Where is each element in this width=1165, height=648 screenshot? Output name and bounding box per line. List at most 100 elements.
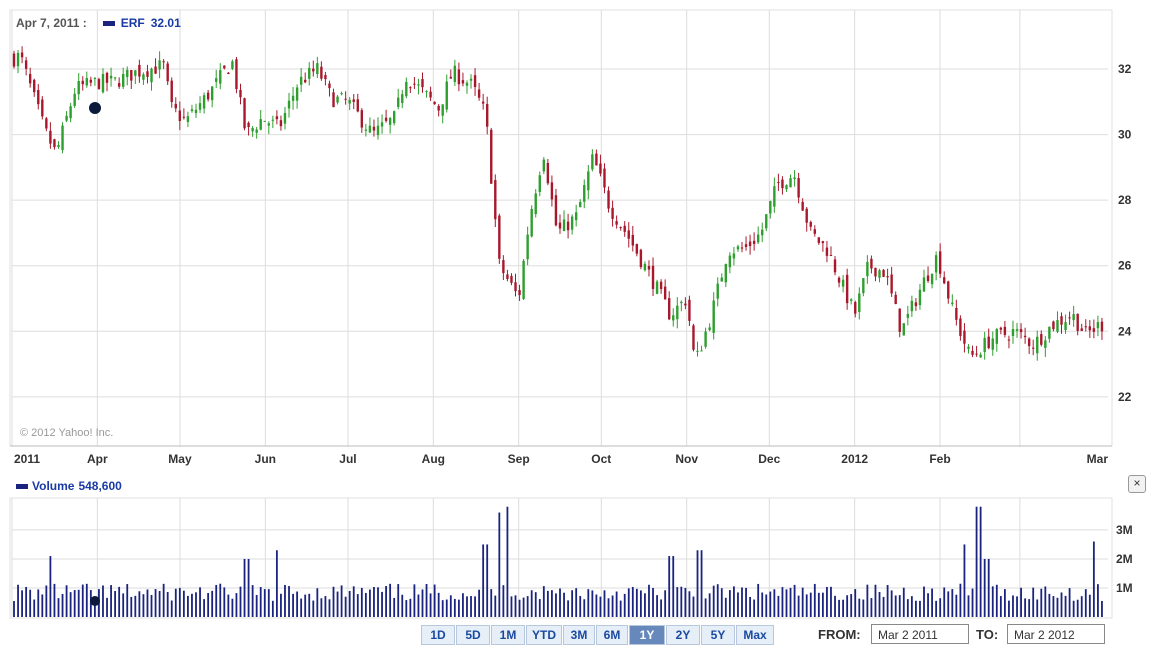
volume-bar (793, 584, 796, 617)
volume-bar (696, 550, 699, 617)
to-date-input[interactable]: Mar 2 2012 (1007, 624, 1105, 644)
range-button-3m[interactable]: 3M (563, 625, 595, 645)
volume-bar (538, 599, 541, 617)
candle-body (692, 325, 695, 350)
volume-bar (858, 598, 861, 617)
volume-bar (708, 593, 711, 617)
volume-bar (271, 600, 274, 617)
volume-bar (110, 585, 112, 617)
range-button-max[interactable]: Max (736, 625, 774, 645)
volume-bar (688, 591, 691, 617)
candle-body (579, 201, 582, 208)
candle-body (518, 290, 521, 296)
volume-bar (482, 544, 485, 617)
candle-body (983, 337, 986, 352)
candle-body (97, 79, 101, 90)
volume-bar (987, 558, 990, 617)
range-button-1d[interactable]: 1D (421, 625, 455, 645)
volume-bar (728, 590, 731, 617)
range-button-5d[interactable]: 5D (456, 625, 490, 645)
volume-bar (1028, 599, 1031, 617)
volume-bar (534, 592, 537, 617)
volume-bar (894, 595, 897, 617)
candle-body (267, 123, 270, 126)
volume-bar (247, 558, 250, 617)
candle-body (599, 163, 602, 174)
candle-body (312, 68, 315, 72)
candle-body (65, 115, 68, 121)
volume-bar (29, 589, 32, 617)
volume-bar (178, 587, 181, 617)
volume-bar (142, 594, 145, 617)
volume-bar (1024, 598, 1027, 617)
volume-bar (680, 586, 683, 617)
volume-bar (656, 595, 658, 617)
candle-body (696, 350, 699, 352)
range-button-1y[interactable]: 1Y (629, 625, 665, 645)
volume-bar (275, 550, 278, 617)
candle-body (926, 275, 930, 281)
candle-body (1011, 329, 1015, 337)
close-volume-icon[interactable]: × (1128, 475, 1146, 493)
candle-body (829, 254, 833, 256)
x-tick-label-2012: 2012 (841, 452, 868, 466)
candle-body (194, 109, 198, 114)
candle-body (1048, 326, 1051, 339)
volume-bar (923, 586, 925, 617)
range-button-ytd[interactable]: YTD (526, 625, 562, 645)
volume-bar (369, 589, 371, 617)
candle-body (886, 276, 889, 278)
candle-body (570, 216, 574, 230)
volume-bar (478, 589, 481, 617)
volume-bar (591, 590, 594, 617)
candle-body (603, 168, 606, 188)
candle-body (1007, 339, 1011, 341)
volume-bar (1084, 589, 1087, 617)
volume-bar (130, 596, 133, 617)
volume-bar (955, 594, 958, 617)
volume-hover-marker[interactable] (90, 596, 100, 606)
candle-body (469, 78, 473, 81)
candle-body (227, 72, 230, 75)
candle-body (251, 127, 254, 132)
volume-bar (49, 556, 52, 617)
volume-bar (421, 589, 424, 617)
range-button-1m[interactable]: 1M (491, 625, 525, 645)
volume-bar (166, 592, 169, 617)
volume-bar (146, 589, 149, 617)
volume-bar (915, 600, 917, 617)
candle-body (259, 119, 262, 130)
candle-body (651, 265, 655, 289)
volume-bar (983, 558, 986, 617)
candle-body (421, 79, 424, 88)
volume-bar (397, 584, 400, 617)
candle-body (797, 178, 800, 198)
volume-bar (211, 590, 214, 617)
candle-body (627, 230, 630, 239)
candle-body (1036, 336, 1039, 354)
candle-body (724, 264, 728, 283)
candle-body (914, 302, 918, 307)
candle-body (198, 103, 202, 110)
volume-bar (17, 584, 19, 617)
candle-body (587, 171, 590, 191)
range-button-5y[interactable]: 5Y (701, 625, 735, 645)
candle-body (821, 241, 825, 244)
candle-body (906, 313, 910, 318)
price-hover-marker[interactable] (89, 102, 101, 114)
candle-body (623, 225, 626, 232)
volume-bar (81, 584, 84, 617)
candle-body (263, 120, 266, 122)
from-date-input[interactable]: Mar 2 2011 (871, 624, 969, 644)
candle-body (534, 193, 537, 215)
candle-body (655, 281, 659, 294)
volume-bar (37, 589, 40, 617)
candle-body (441, 104, 444, 116)
candle-body (328, 83, 331, 89)
range-button-2y[interactable]: 2Y (666, 625, 700, 645)
candle-body (473, 75, 477, 87)
candle-body (287, 100, 291, 109)
range-button-6m[interactable]: 6M (596, 625, 628, 645)
volume-value: 548,600 (78, 479, 122, 493)
volume-bar (1044, 586, 1047, 617)
